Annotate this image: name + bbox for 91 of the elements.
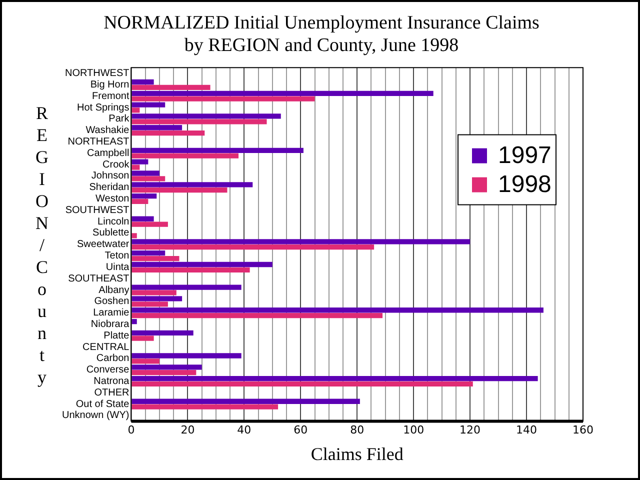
bar <box>132 256 180 262</box>
y-tick-label: Platte <box>104 330 130 342</box>
bar <box>132 370 196 376</box>
bar <box>132 216 154 222</box>
x-tick-label: 80 <box>350 424 364 437</box>
y-tick-label: Unknown (WY) <box>62 410 130 422</box>
bar <box>132 153 239 158</box>
y-tick-label: NORTHWEST <box>64 68 130 80</box>
chart-title: NORMALIZED Initial Unemployment Insurance Claims by REGION and County, June 1998 <box>104 12 540 56</box>
y-tick-label: Uinta <box>106 262 130 273</box>
x-tick-label: 0 <box>128 424 135 437</box>
bar <box>132 312 383 318</box>
y-tick-label: Weston <box>96 194 130 205</box>
bar <box>132 308 544 313</box>
bar <box>132 125 182 130</box>
bar <box>132 96 315 102</box>
bar <box>132 84 210 90</box>
y-tick-label: Crook <box>102 159 130 170</box>
bar <box>132 239 470 244</box>
bar <box>132 164 140 170</box>
bar <box>132 114 281 119</box>
bar <box>132 188 228 193</box>
x-tick-label: 40 <box>237 424 252 437</box>
x-tick-label: 100 <box>403 424 424 437</box>
y-tick-label: Washakie <box>86 125 130 136</box>
bar <box>132 398 360 404</box>
bar <box>132 330 194 336</box>
y-tick-label: CENTRAL <box>82 342 130 353</box>
y-tick-label: Big Horn <box>90 79 130 90</box>
bar <box>132 296 182 302</box>
bar <box>132 119 267 124</box>
bar <box>132 90 434 96</box>
bar <box>132 79 154 85</box>
x-tick-label: 60 <box>294 424 308 437</box>
y-tick-label: Sweetwater <box>76 239 130 250</box>
y-tick-label: Carbon <box>96 353 130 364</box>
y-tick-label: OTHER <box>94 387 130 398</box>
y-tick-label: Natrona <box>94 376 130 388</box>
y-tick-label: Sheridan <box>89 182 130 194</box>
bar <box>132 302 168 307</box>
bar <box>132 159 148 164</box>
y-tick-label: Laramie <box>93 308 130 319</box>
y-tick-label: Lincoln <box>98 216 130 228</box>
y-tick-label: Niobrara <box>90 318 130 330</box>
bar <box>132 262 272 268</box>
bar <box>132 108 140 113</box>
y-tick-label: Campbell <box>86 148 130 159</box>
y-tick-label: Fremont <box>92 90 130 102</box>
bar <box>132 222 168 227</box>
text: REGION/County <box>36 103 48 387</box>
bar <box>132 381 473 387</box>
x-tick-label: 120 <box>460 424 481 437</box>
y-tick-label: SOUTHEAST <box>68 273 130 284</box>
y-tick-label: SOUTHWEST <box>65 204 130 216</box>
y-tick-label: Converse <box>86 364 130 376</box>
bar <box>132 376 538 382</box>
bar <box>132 318 137 324</box>
bar <box>132 170 160 176</box>
bar <box>132 353 242 358</box>
x-tick-label: 140 <box>516 424 538 437</box>
bar <box>132 148 304 154</box>
bar <box>132 193 157 199</box>
y-tick-label: Hot Springs <box>76 102 130 114</box>
bar <box>132 336 154 341</box>
legend-label: 1998 <box>498 170 552 198</box>
bar <box>132 176 166 182</box>
bar <box>132 244 374 250</box>
bar <box>132 250 166 256</box>
x-tick-label: 20 <box>180 424 195 437</box>
bar <box>132 364 202 370</box>
y-tick-label: Park <box>108 114 130 125</box>
bar <box>132 284 242 290</box>
y-tick-label: Out of State <box>76 398 130 410</box>
bar <box>132 198 148 204</box>
x-tick-label: 160 <box>572 424 594 437</box>
bar <box>132 358 160 364</box>
legend-label: 1997 <box>498 142 552 169</box>
bar <box>132 404 278 410</box>
bar <box>132 290 176 296</box>
y-tick-label: NORTHEAST <box>68 136 130 148</box>
y-tick-label: Goshen <box>94 296 130 308</box>
x-axis-title: Claims Filed <box>310 444 404 464</box>
bar <box>132 102 166 108</box>
y-tick-label: Teton <box>104 250 130 262</box>
bar <box>132 130 205 136</box>
bar <box>132 233 137 238</box>
y-tick-label: Johnson <box>91 170 130 182</box>
bar <box>132 267 250 272</box>
y-tick-label: Sublette <box>92 228 130 239</box>
bar <box>132 182 253 188</box>
y-tick-label: Albany <box>98 284 130 296</box>
